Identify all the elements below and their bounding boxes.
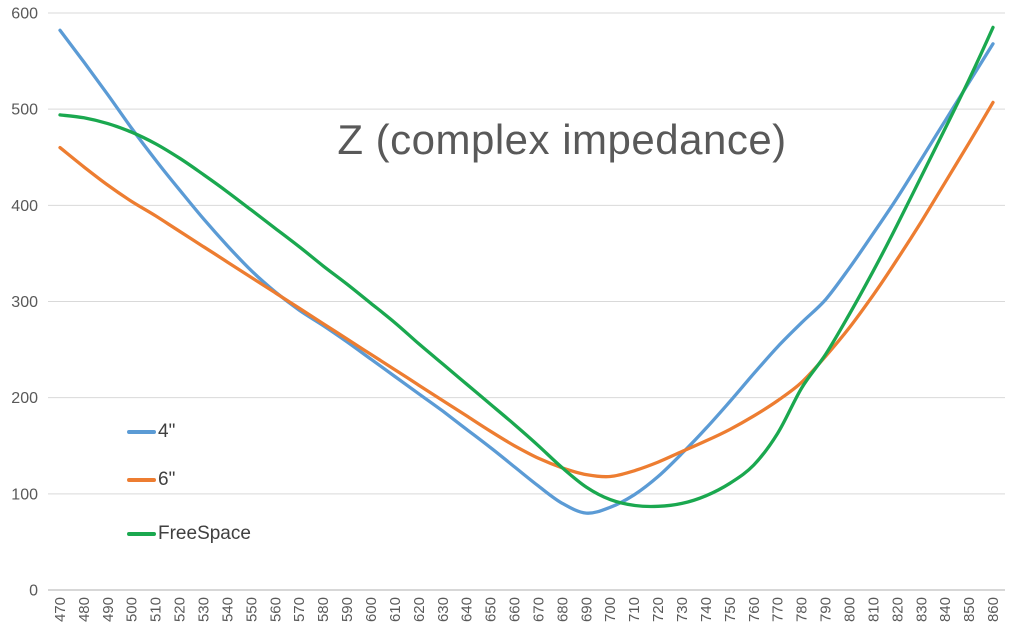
- x-tick-label-720: 720: [650, 597, 667, 622]
- x-tick-label-520: 520: [172, 597, 189, 622]
- x-tick-label-510: 510: [148, 597, 165, 622]
- x-tick-label-780: 780: [794, 597, 811, 622]
- legend-item-4in[interactable]: 4": [127, 421, 175, 443]
- y-tick-label-400: 400: [11, 198, 38, 215]
- x-axis-tick-labels: 470 480 490 500 510 520 530 540 550 560 570 580 590 6…: [52, 597, 1002, 622]
- y-axis-tick-labels: 0 100 200 300 400 500 600: [11, 6, 38, 600]
- x-tick-label-760: 760: [746, 597, 763, 622]
- legend-item-6in[interactable]: 6": [127, 469, 175, 491]
- x-tick-label-710: 710: [626, 597, 643, 622]
- x-tick-label-700: 700: [602, 597, 619, 622]
- x-tick-label-830: 830: [913, 597, 930, 622]
- x-tick-label-860: 860: [985, 597, 1002, 622]
- x-tick-label-730: 730: [674, 597, 691, 622]
- x-tick-label-580: 580: [315, 597, 332, 622]
- legend-label-freespace: FreeSpace: [158, 523, 251, 544]
- y-tick-label-0: 0: [29, 583, 38, 600]
- x-tick-label-620: 620: [411, 597, 428, 622]
- x-tick-label-560: 560: [267, 597, 284, 622]
- x-tick-label-630: 630: [435, 597, 452, 622]
- legend-label-6in: 6": [158, 469, 176, 490]
- series-line-4: [58, 28, 995, 515]
- x-tick-label-610: 610: [387, 597, 404, 622]
- legend-swatch-freespace: [127, 532, 156, 536]
- y-tick-label-600: 600: [11, 6, 38, 23]
- series-line-freespace: [58, 25, 995, 509]
- x-tick-label-740: 740: [698, 597, 715, 622]
- y-tick-label-100: 100: [11, 486, 38, 503]
- x-tick-label-660: 660: [507, 597, 524, 622]
- x-tick-label-810: 810: [865, 597, 882, 622]
- x-tick-label-590: 590: [339, 597, 356, 622]
- series-lines-group: [58, 25, 995, 515]
- chart-title: Z (complex impedance): [337, 116, 787, 163]
- y-tick-label-200: 200: [11, 390, 38, 407]
- x-tick-label-850: 850: [961, 597, 978, 622]
- y-tick-label-300: 300: [11, 294, 38, 311]
- x-tick-label-550: 550: [243, 597, 260, 622]
- x-tick-label-530: 530: [196, 597, 213, 622]
- legend-item-freespace[interactable]: FreeSpace: [127, 523, 251, 545]
- x-tick-label-470: 470: [52, 597, 69, 622]
- x-tick-label-750: 750: [722, 597, 739, 622]
- legend-swatch-4in: [127, 430, 156, 434]
- series-line-6: [58, 100, 995, 479]
- x-tick-label-490: 490: [100, 597, 117, 622]
- x-tick-label-650: 650: [483, 597, 500, 622]
- x-tick-label-480: 480: [76, 597, 93, 622]
- x-tick-label-500: 500: [124, 597, 141, 622]
- x-tick-label-540: 540: [219, 597, 236, 622]
- y-tick-label-500: 500: [11, 102, 38, 119]
- x-tick-label-800: 800: [841, 597, 858, 622]
- x-tick-label-690: 690: [578, 597, 595, 622]
- gridlines-group: [48, 12, 1005, 591]
- legend-label-4in: 4": [158, 421, 176, 442]
- x-tick-label-820: 820: [889, 597, 906, 622]
- x-tick-label-640: 640: [459, 597, 476, 622]
- x-tick-label-840: 840: [937, 597, 954, 622]
- legend-swatch-6in: [127, 478, 156, 482]
- x-tick-label-680: 680: [554, 597, 571, 622]
- x-tick-label-670: 670: [530, 597, 547, 622]
- x-tick-label-600: 600: [363, 597, 380, 622]
- x-tick-label-770: 770: [770, 597, 787, 622]
- x-tick-label-790: 790: [818, 597, 835, 622]
- x-tick-label-570: 570: [291, 597, 308, 622]
